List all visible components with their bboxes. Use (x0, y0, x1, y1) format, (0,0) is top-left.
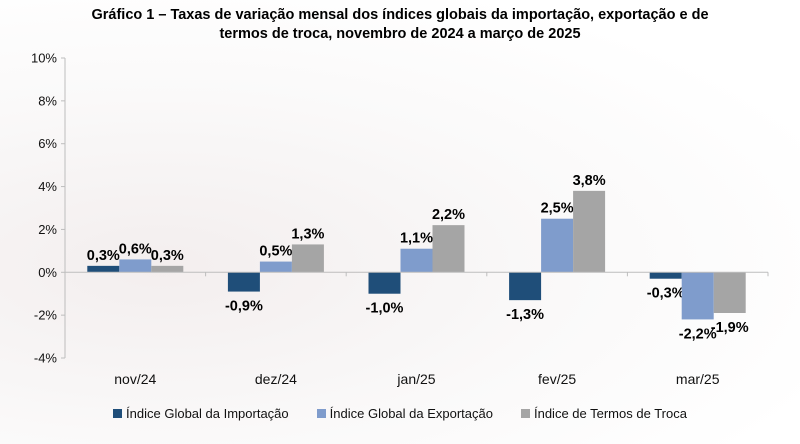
bar-4-1 (681, 272, 714, 320)
y-tick-label: 6% (38, 136, 57, 151)
data-label: -1,3% (506, 307, 544, 323)
bar-0-1 (119, 259, 152, 273)
bar-3-2 (573, 190, 606, 273)
chart-title-line-1: Gráfico 1 – Taxas de variação mensal dos… (91, 7, 709, 23)
x-tick-label: fev/25 (538, 371, 576, 387)
legend-label-exportacao: Índice Global da Exportação (329, 406, 493, 421)
y-tick-label: -4% (34, 351, 58, 366)
data-label: 0,3% (151, 248, 184, 264)
y-tick-label: 10% (31, 51, 57, 66)
bar-2-2 (432, 225, 465, 273)
data-label: -1,0% (366, 301, 404, 317)
data-label: -2,2% (679, 326, 717, 342)
data-label: 0,5% (259, 244, 292, 260)
bar-1-1 (259, 261, 292, 273)
data-label: 1,1% (400, 231, 433, 247)
bar-2-1 (400, 248, 433, 273)
data-label: 1,3% (291, 226, 324, 242)
data-label: 2,5% (541, 201, 574, 217)
data-label: -0,3% (647, 286, 685, 302)
x-tick-label: dez/24 (255, 371, 297, 387)
data-label: 0,6% (119, 241, 152, 257)
legend-swatch-importacao (113, 409, 123, 418)
bar-4-0 (649, 272, 682, 279)
bar-0-2 (151, 265, 184, 273)
y-tick-label: 4% (38, 179, 57, 194)
y-tick-label: 0% (38, 265, 57, 280)
data-label: 2,2% (432, 207, 465, 223)
chart-title: Gráfico 1 – Taxas de variação mensal dos… (0, 6, 800, 44)
legend-item-termos-de-troca: Índice de Termos de Troca (520, 406, 687, 421)
data-label: -0,9% (225, 299, 263, 315)
x-tick-label: jan/25 (396, 371, 435, 387)
bar-0-0 (87, 265, 120, 273)
y-tick-label: 2% (38, 222, 57, 237)
y-tick-label: 8% (38, 93, 57, 108)
legend-label-importacao: Índice Global da Importação (126, 406, 289, 421)
x-tick-label: mar/25 (676, 371, 720, 387)
data-label: 0,3% (87, 248, 120, 264)
bar-3-0 (509, 272, 542, 301)
data-label: -1,9% (711, 320, 749, 336)
legend-swatch-termos-de-troca (520, 409, 530, 418)
x-tick-label: nov/24 (114, 371, 156, 387)
chart-legend: Índice Global da Importação Índice Globa… (0, 406, 800, 421)
bar-1-2 (291, 244, 324, 273)
bar-4-2 (713, 272, 746, 313)
legend-label-termos-de-troca: Índice de Termos de Troca (533, 406, 687, 421)
bar-3-1 (541, 218, 574, 273)
bar-2-0 (368, 272, 401, 294)
bar-1-0 (227, 272, 260, 292)
legend-item-exportacao: Índice Global da Exportação (316, 406, 493, 421)
legend-swatch-exportacao (316, 409, 326, 418)
chart-title-line-2: termos de troca, novembro de 2024 a març… (219, 26, 581, 42)
data-label: 3,8% (573, 173, 606, 189)
y-tick-label: -2% (34, 308, 58, 323)
legend-item-importacao: Índice Global da Importação (113, 406, 289, 421)
